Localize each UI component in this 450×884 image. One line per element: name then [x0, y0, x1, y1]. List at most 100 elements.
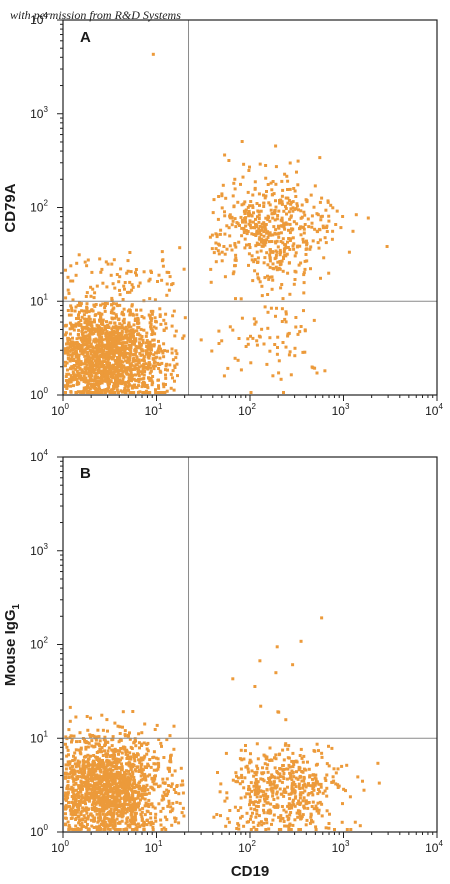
data-point	[173, 816, 177, 820]
data-point	[151, 805, 155, 809]
data-point	[250, 789, 254, 793]
data-point	[144, 801, 148, 805]
data-point	[73, 803, 77, 807]
data-point	[163, 815, 167, 819]
data-point	[118, 362, 122, 366]
data-point	[282, 222, 286, 226]
data-point	[80, 330, 84, 334]
data-point	[148, 773, 152, 777]
data-point	[76, 791, 80, 794]
data-point	[133, 365, 137, 369]
data-point	[115, 330, 119, 333]
data-point	[217, 195, 221, 198]
data-point	[110, 296, 114, 300]
data-point	[134, 268, 138, 271]
data-point	[233, 264, 236, 268]
data-point	[281, 764, 285, 767]
data-point	[118, 369, 122, 373]
data-point	[124, 782, 128, 786]
x-tick-label: 100	[51, 839, 69, 855]
data-point	[264, 817, 268, 821]
data-point	[172, 309, 176, 313]
data-point	[98, 335, 102, 339]
data-point	[92, 788, 96, 791]
data-point	[246, 205, 250, 209]
data-point	[142, 391, 145, 394]
data-point	[325, 786, 329, 790]
data-point	[230, 248, 234, 252]
data-point	[85, 823, 89, 826]
data-point	[268, 248, 272, 252]
data-point	[93, 763, 97, 767]
data-point	[102, 824, 106, 828]
data-point	[130, 770, 134, 774]
data-point	[146, 741, 150, 745]
data-point	[138, 333, 142, 337]
data-point	[105, 759, 109, 763]
data-point	[91, 786, 95, 789]
data-point	[288, 231, 292, 235]
data-point	[252, 784, 256, 788]
data-point	[226, 817, 230, 821]
data-point	[90, 784, 94, 788]
data-point	[126, 351, 129, 355]
data-point	[278, 248, 282, 252]
data-point	[113, 721, 117, 725]
data-point	[234, 253, 238, 257]
data-point	[263, 227, 267, 231]
data-point	[118, 275, 122, 279]
data-point	[111, 768, 115, 772]
data-point	[64, 324, 67, 328]
data-point	[139, 798, 142, 802]
data-point	[311, 793, 315, 797]
data-point	[236, 358, 240, 362]
data-point	[286, 246, 290, 249]
data-point	[72, 366, 75, 370]
data-point	[257, 210, 261, 214]
data-point	[171, 314, 175, 318]
data-point	[92, 754, 96, 757]
data-point	[237, 240, 241, 244]
data-point	[86, 359, 90, 363]
data-point	[123, 382, 127, 386]
data-point	[132, 384, 136, 388]
data-point	[106, 784, 110, 787]
data-point	[248, 792, 251, 796]
data-point	[130, 288, 134, 292]
data-point	[282, 247, 286, 251]
data-point	[79, 361, 83, 365]
data-point	[110, 316, 114, 320]
data-point	[111, 757, 115, 761]
data-point	[82, 773, 86, 777]
data-point	[118, 373, 121, 377]
data-point	[149, 352, 153, 355]
data-point	[255, 812, 259, 816]
data-point	[385, 245, 389, 248]
data-point	[114, 804, 117, 808]
data-point	[89, 763, 93, 767]
data-point	[301, 225, 305, 229]
data-point	[103, 807, 107, 811]
data-point	[266, 809, 270, 813]
data-point	[85, 793, 89, 797]
data-point	[127, 343, 131, 347]
data-point	[117, 740, 121, 744]
data-point	[108, 822, 112, 826]
data-point	[91, 808, 95, 811]
data-point	[134, 363, 138, 367]
data-point	[111, 804, 115, 808]
data-point	[266, 770, 270, 774]
data-point	[223, 275, 227, 279]
data-point	[125, 336, 129, 340]
data-point	[158, 363, 162, 366]
data-point	[292, 762, 296, 766]
data-point	[135, 385, 139, 389]
data-point	[242, 202, 246, 206]
data-point	[84, 795, 88, 799]
data-point	[215, 235, 219, 239]
data-point	[117, 280, 121, 284]
data-point	[84, 825, 88, 829]
data-point	[78, 767, 82, 771]
data-point	[93, 808, 97, 812]
data-point	[345, 763, 349, 767]
